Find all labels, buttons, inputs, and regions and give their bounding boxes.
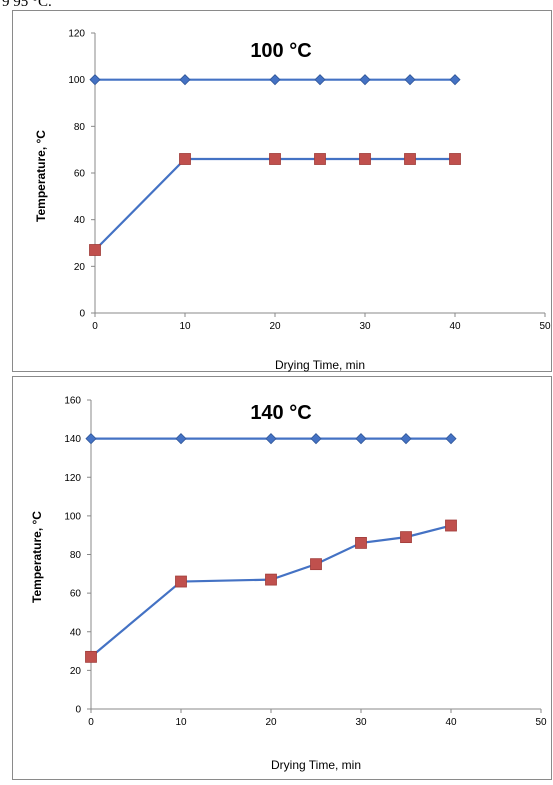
data-point-diamond: [85, 433, 97, 445]
data-point-square: [359, 153, 371, 165]
y-tick-label: 20: [70, 666, 82, 677]
chart-100c: 0 20 40 60 80 100 120 0 10 20 30 40 50 Drying Time, m…: [34, 29, 551, 373]
data-point-square: [179, 153, 191, 165]
data-point-square: [400, 531, 412, 544]
x-axis-title: Drying Time, min: [275, 358, 365, 372]
x-tick-label: 30: [355, 717, 367, 728]
y-axis-title: Temperature, °C: [34, 130, 48, 222]
data-point-diamond: [449, 74, 461, 86]
chart-panel-140c: 0 20 40 60 80 100 120 140 160 0 10 20 30 40 50 Drying T…: [12, 376, 552, 780]
y-axis-title: Temperature, °C: [30, 511, 44, 603]
data-point-diamond: [175, 433, 187, 445]
y-tick-label: 100: [68, 75, 85, 86]
data-point-square: [265, 573, 277, 586]
y-tick-label: 100: [64, 511, 81, 522]
data-point-diamond: [400, 433, 412, 445]
data-point-square: [310, 558, 322, 571]
y-tick-label: 20: [74, 262, 86, 273]
y-tick-label: 80: [70, 550, 82, 561]
x-tick-label: 40: [445, 717, 457, 728]
data-point-square: [269, 153, 281, 165]
data-point-square: [175, 575, 187, 588]
data-point-diamond: [359, 74, 371, 86]
y-tick-label: 0: [75, 705, 81, 716]
series-1-line: [90, 524, 452, 658]
data-point-square: [314, 153, 326, 165]
x-axis-title: Drying Time, min: [271, 758, 361, 772]
x-tick-label: 50: [539, 321, 551, 332]
y-tick-label: 140: [64, 434, 81, 445]
data-point-diamond: [310, 433, 322, 445]
y-tick-label: 80: [74, 122, 86, 133]
data-point-square: [355, 537, 367, 549]
chart-140c: 0 20 40 60 80 100 120 140 160 0 10 20 30 40 50 Drying T…: [30, 396, 547, 773]
x-tick-label: 20: [269, 321, 281, 332]
data-point-square: [85, 650, 97, 663]
x-tick-label: 10: [175, 717, 187, 728]
x-tick-label: 20: [265, 717, 277, 728]
data-point-diamond: [445, 433, 457, 445]
x-tick-label: 40: [449, 321, 461, 332]
y-tick-label: 60: [74, 169, 86, 180]
data-point-diamond: [404, 74, 416, 86]
data-point-diamond: [355, 433, 367, 445]
data-point-square: [89, 244, 101, 256]
x-tick-label: 0: [88, 717, 94, 728]
y-tick-label: 40: [70, 627, 82, 638]
y-tick-label: 120: [64, 473, 81, 484]
y-tick-label: 60: [70, 589, 82, 600]
x-tick-label: 50: [535, 717, 547, 728]
data-point-square: [449, 153, 461, 165]
x-tick-label: 30: [359, 321, 371, 332]
data-point-square: [404, 153, 416, 165]
chart-panel-100c: 0 20 40 60 80 100 120 0 10 20 30 40 50 Drying Time, m…: [12, 10, 552, 372]
y-tick-label: 0: [79, 309, 85, 320]
x-tick-label: 0: [92, 321, 98, 332]
chart-title: 140 °C: [250, 402, 311, 424]
data-point-diamond: [89, 74, 101, 86]
y-tick-label: 120: [68, 29, 85, 40]
y-tick-label: 160: [64, 396, 81, 407]
chart-title: 100 °C: [250, 40, 311, 62]
y-tick-label: 40: [74, 215, 86, 226]
data-point-square: [445, 519, 457, 532]
data-point-diamond: [265, 433, 277, 445]
series-1-line: [94, 157, 455, 251]
text-fragment: 9 95 °C.: [2, 0, 52, 10]
data-point-diamond: [179, 74, 191, 86]
data-point-diamond: [269, 74, 281, 86]
x-tick-label: 10: [179, 321, 191, 332]
data-point-diamond: [314, 74, 326, 86]
